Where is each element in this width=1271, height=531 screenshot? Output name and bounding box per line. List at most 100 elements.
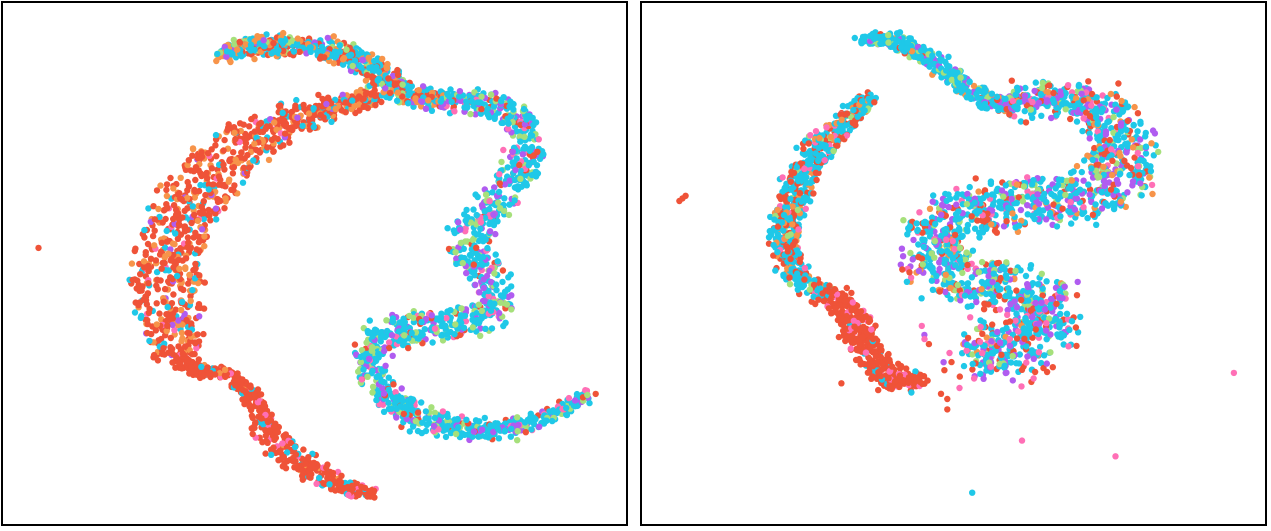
scatter-point bbox=[381, 347, 388, 355]
scatter-point bbox=[786, 281, 794, 288]
scatter-point bbox=[415, 87, 422, 94]
scatter-point bbox=[244, 134, 251, 142]
scatter-point bbox=[240, 164, 248, 171]
scatter-point bbox=[388, 405, 395, 412]
scatter-point bbox=[212, 205, 220, 212]
scatter-point bbox=[179, 214, 186, 221]
scatter-point bbox=[866, 32, 874, 40]
scatter-point bbox=[470, 261, 477, 268]
scatter-point bbox=[877, 33, 885, 41]
scatter-point bbox=[293, 40, 301, 47]
scatter-point bbox=[790, 169, 798, 176]
scatter-point bbox=[205, 181, 213, 188]
scatter-point bbox=[347, 51, 355, 58]
scatter-point bbox=[194, 217, 202, 224]
scatter-point bbox=[395, 328, 403, 335]
scatter-point bbox=[336, 48, 343, 55]
scatter-point bbox=[452, 430, 460, 438]
scatter-point bbox=[890, 43, 897, 51]
scatter-point bbox=[443, 331, 450, 338]
scatter-point bbox=[163, 201, 170, 208]
scatter-point bbox=[481, 208, 488, 215]
scatter-point bbox=[836, 296, 843, 303]
scatter-point bbox=[903, 45, 911, 52]
scatter-point bbox=[801, 276, 808, 283]
scatter-point bbox=[885, 39, 892, 46]
scatter-point bbox=[379, 55, 386, 63]
scatter-point bbox=[462, 228, 469, 235]
scatter-point bbox=[516, 133, 524, 140]
scatter-point bbox=[260, 42, 267, 49]
scatter-point bbox=[468, 98, 475, 105]
scatter-point bbox=[467, 252, 474, 259]
scatter-point bbox=[867, 343, 874, 351]
scatter-point bbox=[439, 337, 447, 344]
scatter-point bbox=[801, 165, 808, 172]
scatter-point bbox=[248, 115, 255, 123]
scatter-point bbox=[213, 216, 220, 223]
scatter-point bbox=[514, 428, 521, 435]
scatter-point bbox=[170, 291, 177, 298]
scatter-point bbox=[793, 232, 800, 239]
scatter-point bbox=[369, 367, 376, 374]
scatter-point bbox=[220, 147, 227, 154]
scatter-point bbox=[332, 487, 339, 494]
scatter-point bbox=[507, 98, 514, 105]
scatter-point bbox=[866, 355, 873, 363]
scatter-point bbox=[157, 277, 164, 284]
scatter-point bbox=[500, 322, 507, 330]
scatter-point bbox=[226, 157, 233, 164]
scatter-point bbox=[188, 320, 195, 327]
scatter-point bbox=[174, 321, 182, 329]
scatter-point bbox=[279, 109, 286, 117]
scatter-point bbox=[202, 191, 209, 199]
scatter-point bbox=[446, 93, 453, 100]
scatter-point bbox=[328, 100, 335, 107]
scatter-point bbox=[149, 232, 157, 240]
scatter-point bbox=[875, 386, 882, 394]
scatter-point bbox=[368, 347, 375, 354]
scatter-point bbox=[279, 463, 286, 470]
scatter-point bbox=[136, 299, 143, 306]
scatter-point bbox=[478, 426, 486, 433]
scatter-point bbox=[463, 101, 470, 109]
scatter-point bbox=[482, 325, 489, 332]
scatter-point bbox=[239, 179, 247, 186]
scatter-point bbox=[262, 432, 269, 439]
scatter-point bbox=[481, 414, 488, 422]
scatter-point bbox=[471, 89, 478, 96]
scatter-point bbox=[191, 186, 198, 194]
scatter-point bbox=[205, 186, 212, 193]
scatter-point bbox=[1017, 118, 1025, 125]
scatter-point bbox=[532, 168, 539, 176]
scatter-point bbox=[201, 279, 208, 286]
scatter-point bbox=[250, 157, 257, 164]
scatter-point bbox=[205, 206, 212, 214]
scatter-point bbox=[793, 163, 800, 171]
scatter-point bbox=[320, 480, 327, 487]
scatter-point bbox=[386, 94, 393, 101]
scatter-point bbox=[358, 347, 366, 354]
scatter-point bbox=[511, 176, 519, 184]
scatter-point bbox=[839, 127, 846, 134]
scatter-point bbox=[249, 430, 256, 438]
scatter-point bbox=[429, 339, 436, 346]
scatter-point bbox=[393, 97, 401, 105]
scatter-point bbox=[287, 439, 295, 447]
scatter-point bbox=[418, 399, 425, 406]
scatter-point bbox=[178, 196, 185, 203]
scatter-point bbox=[393, 405, 400, 412]
scatter-point bbox=[163, 181, 171, 188]
scatter-point bbox=[474, 99, 481, 106]
scatter-point bbox=[286, 139, 293, 146]
scatter-point bbox=[385, 399, 392, 406]
scatter-point bbox=[249, 46, 256, 53]
scatter-point bbox=[260, 399, 268, 407]
scatter-point bbox=[178, 329, 186, 337]
scatter-point bbox=[815, 296, 822, 303]
scatter-point bbox=[458, 430, 466, 437]
scatter-point bbox=[221, 205, 228, 212]
scatter-point bbox=[225, 178, 232, 185]
scatter-point bbox=[184, 187, 191, 194]
scatter-point bbox=[356, 107, 363, 114]
